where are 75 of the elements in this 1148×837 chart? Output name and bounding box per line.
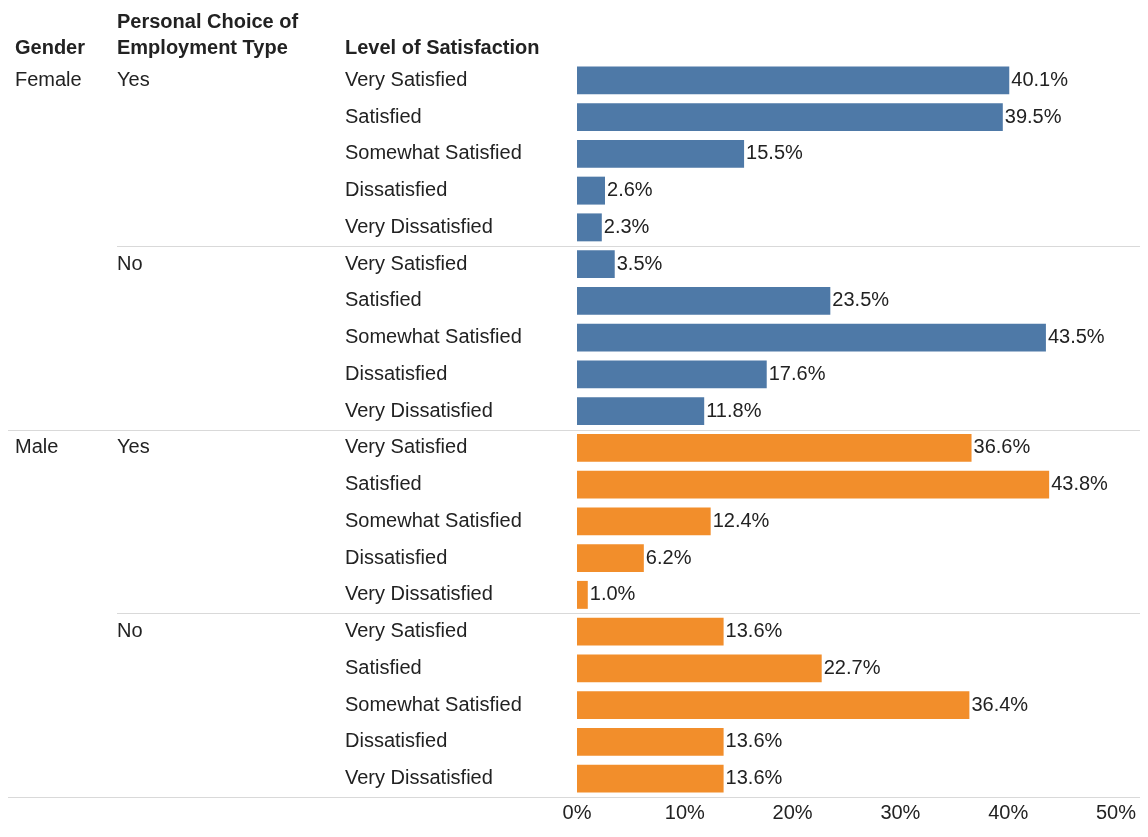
data-label: 36.6% (973, 435, 1031, 458)
data-label: 13.6% (725, 619, 783, 642)
bar (577, 544, 644, 573)
bar (577, 176, 606, 205)
data-label: 13.6% (725, 766, 783, 789)
text: No (117, 619, 143, 642)
y-tick-label: Very Satisfied (345, 619, 468, 642)
text: Yes (117, 67, 150, 90)
y-tick-label: Satisfied (345, 472, 422, 495)
y-tick-label: Very Satisfied (345, 251, 468, 274)
text: Female (15, 67, 82, 90)
data-label: 1.0% (589, 582, 636, 605)
y-tick-label: Dissatisfied (345, 361, 448, 384)
y-tick-label: Very Dissatisfied (345, 582, 493, 605)
x-tick-label: 0% (562, 800, 592, 823)
y-tick-label: Satisfied (345, 655, 422, 678)
data-label: 39.5% (1004, 104, 1062, 127)
data-label: 23.5% (832, 288, 890, 311)
bar (577, 727, 724, 756)
bar (577, 286, 831, 315)
y-tick-label: Very Satisfied (345, 435, 468, 458)
y-tick-label: Somewhat Satisfied (345, 141, 522, 164)
legend-title: Gender (15, 35, 86, 58)
data-label: 13.6% (725, 729, 783, 752)
bar (577, 250, 615, 279)
bar (577, 323, 1046, 352)
x-tick-label: 30% (880, 800, 921, 823)
bar (577, 433, 972, 462)
data-label: 43.5% (1047, 325, 1105, 348)
y-tick-label: Satisfied (345, 288, 422, 311)
bar (577, 470, 1050, 499)
bar (577, 764, 724, 793)
y-tick-label: Very Dissatisfied (345, 214, 493, 237)
bar (577, 691, 970, 720)
y-tick-label: Very Dissatisfied (345, 398, 493, 421)
bar (577, 139, 745, 168)
bar (577, 507, 711, 536)
text: Yes (117, 435, 150, 458)
data-label: 17.6% (768, 361, 826, 384)
bar (577, 397, 705, 426)
y-tick-label: Satisfied (345, 104, 422, 127)
data-label: 11.8% (706, 398, 762, 421)
bar (577, 360, 767, 389)
bar (577, 66, 1010, 95)
y-tick-label: Somewhat Satisfied (345, 692, 522, 715)
data-label: 6.2% (645, 545, 692, 568)
y-tick-label: Very Satisfied (345, 67, 468, 90)
x-tick-label: 10% (664, 800, 706, 823)
data-label: 22.7% (823, 655, 881, 678)
y-tick-label: Very Dissatisfied (345, 766, 493, 789)
bar (577, 654, 822, 683)
text: Male (15, 435, 59, 458)
text: No (117, 251, 143, 274)
y-axis-title: Level of Satisfaction (345, 35, 540, 58)
bar (577, 580, 588, 609)
y-tick-label: Somewhat Satisfied (345, 325, 522, 348)
y-tick-label: Dissatisfied (345, 729, 448, 752)
data-label: 43.8% (1051, 472, 1109, 495)
data-label: 2.6% (607, 178, 653, 201)
y-tick-label: Somewhat Satisfied (345, 508, 522, 531)
x-tick-label: 50% (1095, 800, 1137, 823)
data-label: 36.4% (971, 692, 1029, 715)
y-tick-label: Dissatisfied (345, 178, 448, 201)
x-tick-label: 40% (988, 800, 1029, 823)
data-label: 15.5% (746, 141, 804, 164)
data-label: 12.4% (712, 508, 770, 531)
bar (577, 103, 1003, 132)
data-label: 2.3% (603, 214, 650, 237)
text: Personal Choice of Employment Type (117, 9, 299, 58)
bar (577, 617, 724, 646)
data-label: 3.5% (616, 251, 663, 274)
data-label: 40.1% (1011, 67, 1069, 90)
x-tick-label: 20% (772, 800, 813, 823)
bar (577, 213, 602, 242)
y-tick-label: Dissatisfied (345, 545, 448, 568)
